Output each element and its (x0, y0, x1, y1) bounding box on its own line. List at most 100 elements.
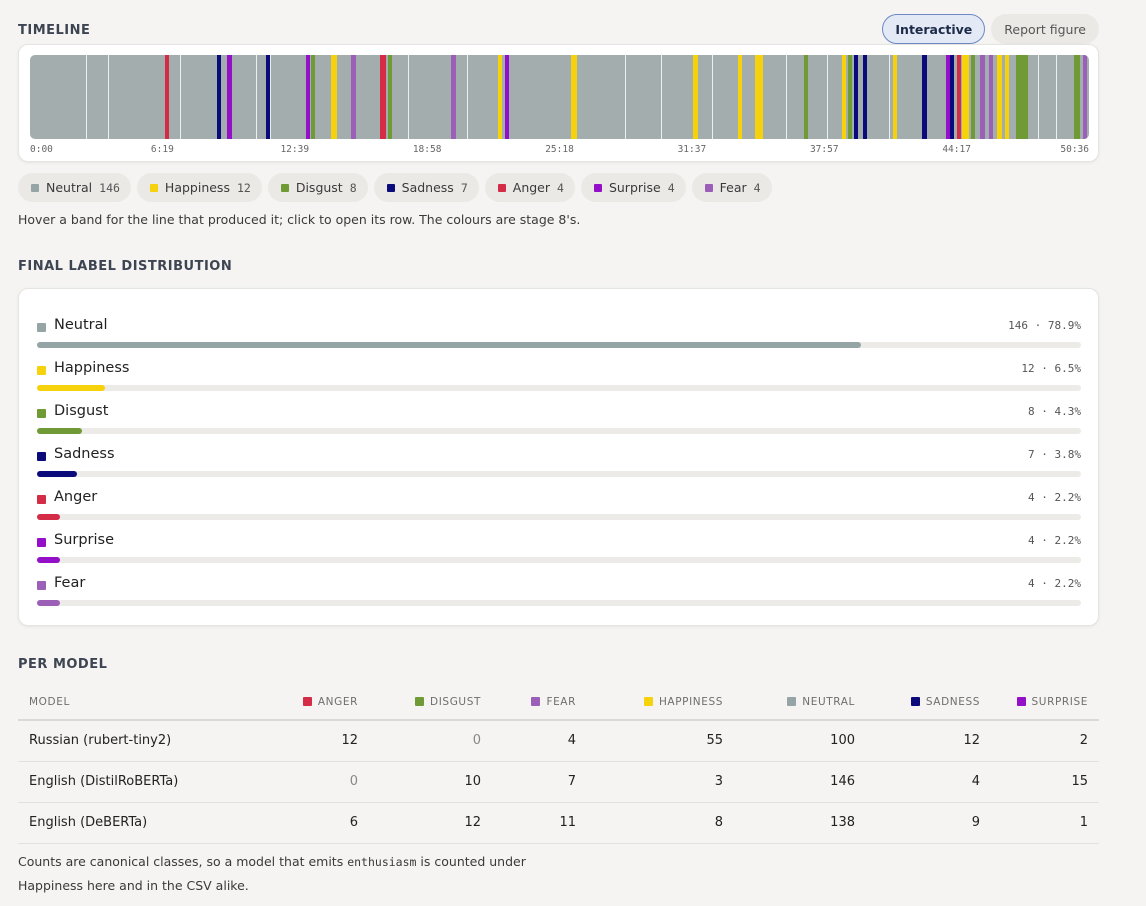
timeline-band-disgust[interactable] (970, 55, 975, 139)
legend-count: 4 (557, 180, 564, 195)
timeline-band-happiness[interactable] (1004, 55, 1010, 139)
distribution-label: Fear (54, 575, 86, 591)
timeline-band-sadness[interactable] (854, 55, 859, 139)
timeline-band-happiness[interactable] (962, 55, 969, 139)
legend-label: Sadness (401, 180, 454, 195)
timeline-band-happiness[interactable] (842, 55, 847, 139)
footnote-text-start: Counts are canonical classes, so a model… (18, 854, 348, 869)
distribution-swatch (37, 538, 46, 547)
legend-chip-sadness[interactable]: Sadness 7 (373, 173, 479, 202)
timeline-band-happiness[interactable] (996, 55, 1002, 139)
timeline-band-disgust[interactable] (1073, 55, 1080, 139)
timeline-band-disgust[interactable] (311, 55, 316, 139)
report-figure-toggle-button[interactable]: Report figure (991, 14, 1099, 44)
timeline-band-happiness[interactable] (498, 55, 503, 139)
timeline-band-disgust[interactable] (804, 55, 809, 139)
distribution-bar-happiness (37, 385, 105, 391)
timeline-band-fear[interactable] (979, 55, 985, 139)
timeline-band-surprise[interactable] (305, 55, 310, 139)
timeline-band-happiness[interactable] (892, 55, 897, 139)
distribution-track (37, 557, 1081, 563)
timeline-band-fear[interactable] (988, 55, 993, 139)
legend-swatch (593, 183, 602, 192)
count-cell-disgust: 12 (358, 802, 481, 844)
distribution-row-disgust: Disgust 8 · 4.3% (37, 397, 1081, 440)
timeline-band-happiness[interactable] (570, 55, 577, 139)
timeline-band-fear[interactable] (451, 55, 456, 139)
distribution-bar-surprise (37, 557, 60, 563)
timeline-band-surprise[interactable] (504, 55, 509, 139)
column-header-happiness: HAPPINESS (576, 684, 723, 721)
legend-chip-anger[interactable]: Anger 4 (484, 173, 575, 202)
timeline-band-sadness[interactable] (921, 55, 927, 139)
legend-label: Anger (512, 180, 551, 195)
table-row[interactable]: Russian (rubert-tiny2) 12 0 4 55 100 12 2 (18, 720, 1099, 762)
distribution-swatch (37, 581, 46, 590)
distribution-row-fear: Fear 4 · 2.2% (37, 569, 1081, 612)
model-name-cell: English (DistilRoBERTa) (18, 761, 268, 803)
timeline-band-happiness[interactable] (737, 55, 742, 139)
table-row[interactable]: English (DeBERTa) 6 12 11 8 138 9 1 (18, 802, 1099, 844)
distribution-bar-anger (37, 514, 60, 520)
column-swatch (415, 696, 425, 706)
legend-chip-happiness[interactable]: Happiness 12 (136, 173, 262, 202)
column-header-label: HAPPINESS (658, 695, 723, 708)
timeline-band-sadness[interactable] (863, 55, 868, 139)
distribution-title: FINAL LABEL DISTRIBUTION (18, 259, 233, 274)
timeline-band-sadness[interactable] (949, 55, 954, 139)
distribution-track (37, 514, 1081, 520)
column-header-label: FEAR (546, 695, 576, 708)
interactive-toggle-button[interactable]: Interactive (882, 14, 986, 44)
timeline-band-sadness[interactable] (216, 55, 221, 139)
legend-count: 8 (349, 180, 357, 195)
column-header-sadness: SADNESS (855, 684, 980, 721)
timeline-band-surprise[interactable] (227, 55, 232, 139)
distribution-card: Neutral 146 · 78.9% Happiness 12 · 6.5% Disg… (18, 288, 1099, 626)
distribution-stat: 146 · 78.9% (1008, 319, 1081, 332)
timeline-band-anger[interactable] (956, 55, 961, 139)
legend-chip-neutral[interactable]: Neutral 146 (18, 173, 131, 202)
legend-swatch (704, 183, 713, 192)
count-cell-fear: 4 (481, 720, 576, 762)
legend-chip-fear[interactable]: Fear 4 (691, 173, 772, 202)
timeline-title: TIMELINE (18, 23, 91, 38)
column-swatch (1016, 696, 1026, 706)
table-row[interactable]: English (DistilRoBERTa) 0 10 7 3 146 4 15 (18, 761, 1099, 803)
legend-swatch (149, 183, 158, 192)
column-header-label: ANGER (317, 695, 358, 708)
timeline-bar[interactable] (30, 55, 1089, 139)
legend-label: Disgust (295, 180, 343, 195)
timeline-band-disgust[interactable] (1015, 55, 1028, 139)
timeline-separator (407, 55, 409, 139)
legend-chip-surprise[interactable]: Surprise 4 (580, 173, 686, 202)
timeline-band-fear[interactable] (1083, 55, 1088, 139)
timeline-band-disgust[interactable] (848, 55, 853, 139)
timeline-band-happiness[interactable] (693, 55, 698, 139)
timeline-band-disgust[interactable] (388, 55, 393, 139)
timeline-band-sadness[interactable] (265, 55, 270, 139)
timeline-tick-label: 18:58 (412, 144, 442, 155)
legend-chip-disgust[interactable]: Disgust 8 (267, 173, 368, 202)
timeline-band-surprise[interactable] (945, 55, 952, 139)
timeline-band-happiness[interactable] (754, 55, 763, 139)
timeline-band-fear[interactable] (351, 55, 357, 139)
count-cell-sadness: 9 (855, 802, 980, 844)
distribution-row-surprise: Surprise 4 · 2.2% (37, 526, 1081, 569)
legend-count: 7 (460, 180, 468, 195)
count-cell-happiness: 3 (576, 761, 723, 803)
column-swatch (643, 696, 653, 706)
distribution-swatch (37, 452, 46, 461)
distribution-track (37, 428, 1081, 434)
timeline-band-anger[interactable] (380, 55, 387, 139)
timeline-band-anger[interactable] (164, 55, 169, 139)
legend-count: 4 (753, 180, 761, 195)
count-cell-disgust: 10 (358, 761, 481, 803)
distribution-label: Disgust (54, 403, 109, 419)
per-model-footnote: Counts are canonical classes, so a model… (18, 850, 578, 897)
column-swatch (910, 696, 920, 706)
distribution-stat: 4 · 2.2% (1028, 534, 1081, 547)
timeline-legend: Neutral 146 Happiness 12 Disgust 8 Sadness 7 Ang… (18, 173, 772, 202)
per-model-table: MODEL ANGER DISGUST FEAR HAPPINESS NEUTRAL SAD… (18, 684, 1099, 844)
legend-count: 12 (236, 180, 251, 195)
timeline-band-happiness[interactable] (331, 55, 338, 139)
